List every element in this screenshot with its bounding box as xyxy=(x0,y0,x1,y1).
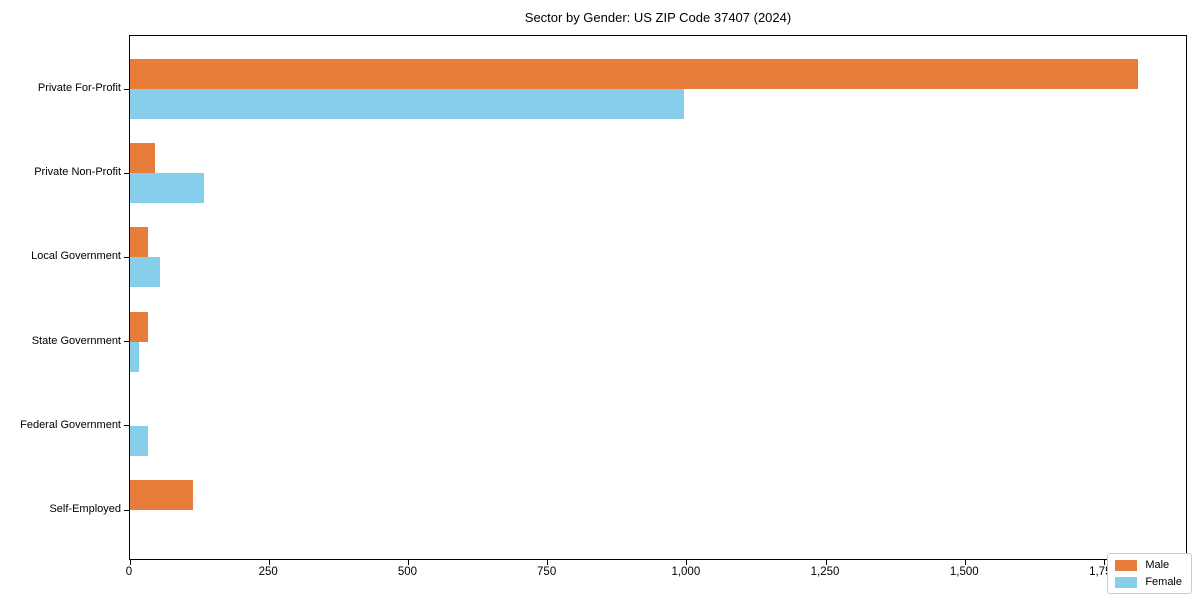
legend-swatch-female xyxy=(1115,576,1138,588)
x-tick xyxy=(407,560,409,565)
x-tick xyxy=(825,560,827,565)
legend: Male Female xyxy=(1107,553,1192,594)
x-tick xyxy=(547,560,549,565)
y-tick xyxy=(124,256,129,258)
x-tick xyxy=(1103,560,1105,565)
legend-label-female: Female xyxy=(1145,576,1182,588)
y-tick xyxy=(124,425,129,427)
bar-female-2 xyxy=(130,257,160,288)
chart-title: Sector by Gender: US ZIP Code 37407 (202… xyxy=(524,10,792,25)
y-tick-label: State Government xyxy=(31,334,121,347)
x-tick-label: 500 xyxy=(397,566,417,578)
plot-area xyxy=(124,35,1187,565)
x-tick xyxy=(964,560,966,565)
x-tick xyxy=(686,560,688,565)
bar-female-4 xyxy=(130,425,148,456)
bar-female-3 xyxy=(130,341,140,372)
y-tick xyxy=(124,341,129,343)
x-tick-label: 0 xyxy=(125,566,133,578)
y-tick-label: Local Government xyxy=(31,250,121,263)
x-tick-label: 750 xyxy=(537,566,557,578)
y-tick-label: Private For-Profit xyxy=(37,82,121,94)
legend-swatch-male xyxy=(1115,559,1138,571)
bar-male-0 xyxy=(130,59,1138,89)
bar-male-1 xyxy=(130,143,156,174)
bar-male-5 xyxy=(130,480,194,510)
x-tick-label: 1,500 xyxy=(949,566,979,578)
legend-entry-male: Male xyxy=(1115,559,1182,571)
x-tick-label: 1,000 xyxy=(671,566,701,578)
bar-male-3 xyxy=(130,311,148,342)
x-tick xyxy=(268,560,270,565)
bar-male-2 xyxy=(130,227,148,258)
x-tick-label: 1,250 xyxy=(810,566,840,578)
x-tick-label: 250 xyxy=(258,566,278,578)
y-tick-label: Federal Government xyxy=(20,418,121,431)
bar-female-1 xyxy=(130,173,204,204)
y-tick-label: Self-Employed xyxy=(49,503,121,515)
x-tick xyxy=(129,560,131,565)
y-tick-label: Private Non-Profit xyxy=(34,166,121,179)
y-tick xyxy=(124,172,129,174)
legend-entry-female: Female xyxy=(1115,576,1182,588)
y-tick xyxy=(124,88,129,90)
bar-female-0 xyxy=(130,89,685,119)
legend-label-male: Male xyxy=(1145,559,1170,571)
y-tick xyxy=(124,509,129,511)
